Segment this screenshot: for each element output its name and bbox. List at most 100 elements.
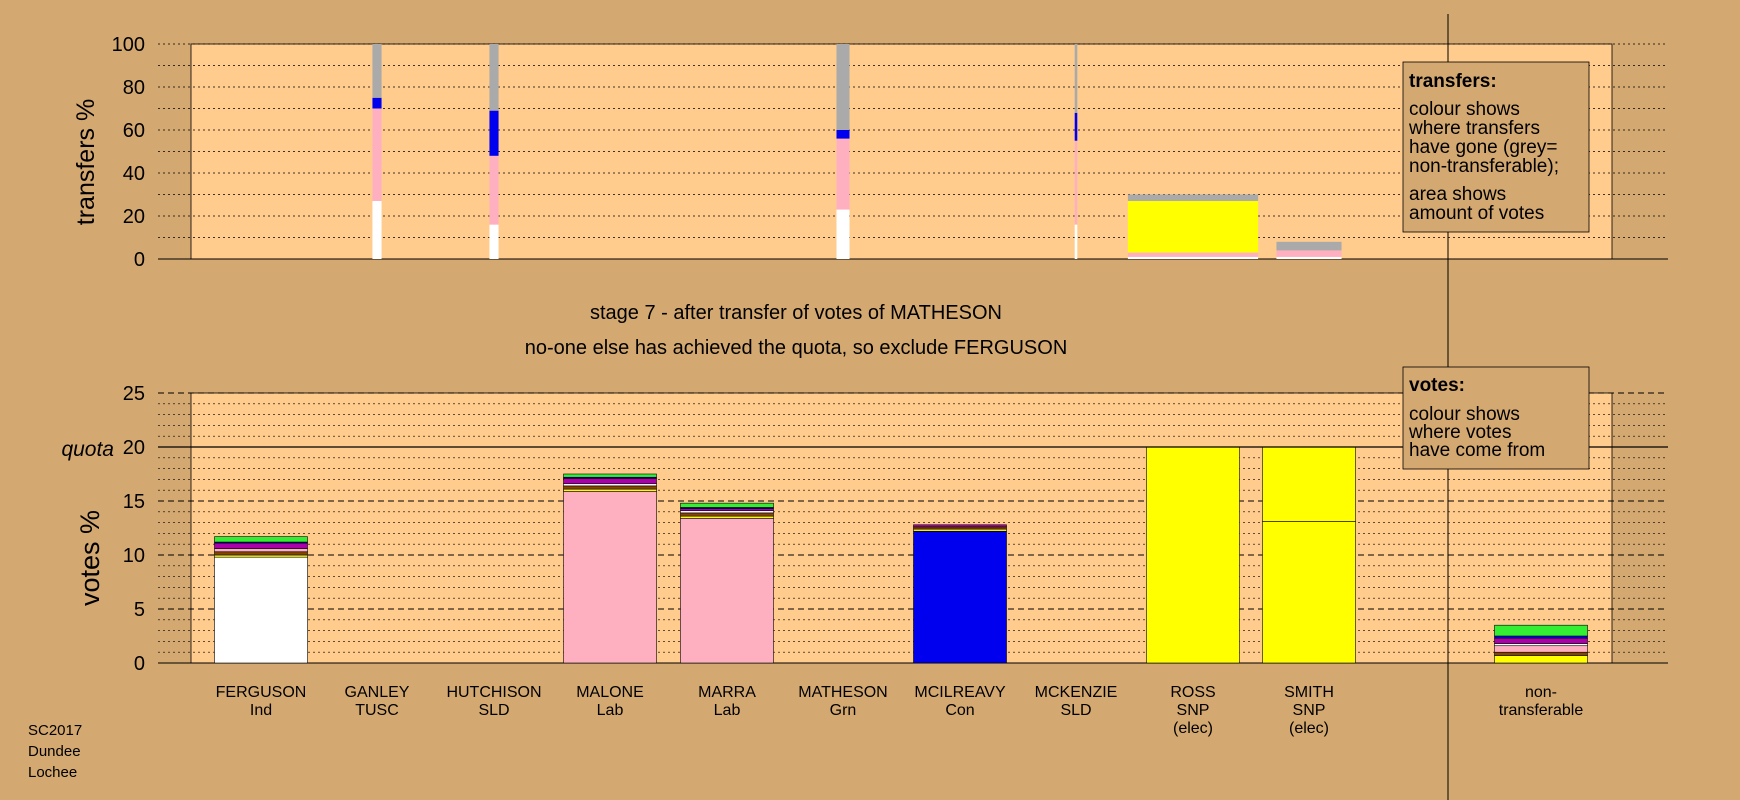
- transfer-segment-smith-lab: [1276, 250, 1342, 257]
- candidate-name-label: FERGUSON: [216, 684, 307, 701]
- footer-line3: Lochee: [28, 764, 77, 781]
- candidate-party-label: TUSC: [355, 702, 399, 719]
- candidate-party-label: Ind: [250, 702, 272, 719]
- vote-segment-ferguson-snp: [214, 554, 308, 558]
- transfer-segment-ganley-con: [372, 97, 382, 109]
- vote-segment-non-transferable-snp: [1494, 655, 1588, 664]
- vote-segment-mcilreavy-sld: [913, 524, 1007, 528]
- vote-segment-marra-snp: [680, 515, 774, 519]
- vote-segment-non-transferable-sld: [1494, 637, 1588, 644]
- votes-legend: votes: colour shows where votes have com…: [1402, 366, 1590, 470]
- transfers-y-tick-label: 20: [123, 206, 145, 228]
- vote-segment-malone-tusc: [563, 485, 657, 490]
- non-transferable-label-2: transferable: [1499, 702, 1584, 719]
- votes-legend-line2: where votes: [1408, 422, 1511, 443]
- vote-segment-malone-sld: [563, 478, 657, 485]
- vote-segment-ferguson-sld: [214, 542, 308, 549]
- vote-segment-malone-lab: [563, 490, 657, 664]
- vote-segment-ferguson-ind: [214, 556, 308, 664]
- vote-segment-smith-snp: [1262, 446, 1356, 522]
- candidate-labels: FERGUSONIndGANLEYTUSCHUTCHISONSLDMALONEL…: [216, 684, 1584, 737]
- transfer-segment-hutchison-con: [489, 110, 499, 156]
- votes-y-tick-label: 15: [123, 491, 145, 513]
- candidate-party-label: Lab: [714, 702, 741, 719]
- candidate-party-label: SLD: [1060, 702, 1091, 719]
- vote-segment-mcilreavy-con: [913, 530, 1007, 664]
- transfers-y-tick-label: 60: [123, 120, 145, 142]
- transfers-y-tick-label: 40: [123, 163, 145, 185]
- transfer-segment-smith-non-transferable: [1276, 241, 1342, 251]
- vote-segment-ferguson-lab: [214, 548, 308, 553]
- candidate-party-label: SNP: [1177, 702, 1210, 719]
- footer-line1: SC2017: [28, 722, 82, 739]
- transfers-legend-line2: where transfers: [1408, 118, 1540, 139]
- transfer-segment-ganley-non-transferable: [372, 44, 382, 98]
- transfers-legend-line6: amount of votes: [1409, 203, 1544, 224]
- candidate-name-label: MATHESON: [798, 684, 887, 701]
- candidate-name-label: MCILREAVY: [914, 684, 1006, 701]
- vote-segment-marra-lab: [680, 517, 774, 664]
- votes-y-tick-label: 20: [123, 437, 145, 459]
- candidate-party-label: SNP: [1293, 702, 1326, 719]
- transfer-segment-ross-ind: [1127, 256, 1259, 259]
- transfer-segment-mckenzie-non-transferable: [1074, 44, 1078, 113]
- transfer-segment-ross-non-transferable: [1127, 194, 1259, 201]
- votes-grid: [158, 392, 1668, 664]
- transfer-segment-ganley-ind: [372, 200, 382, 259]
- transfer-segment-mckenzie-ind: [1074, 224, 1078, 259]
- votes-bars: [158, 446, 1668, 664]
- vote-segment-non-transferable-lab: [1494, 645, 1588, 653]
- candidate-party-label: Con: [945, 702, 974, 719]
- vote-segment-ross-snp: [1146, 446, 1240, 664]
- votes-y-axis: 0 5 10 15 20 25: [123, 383, 145, 675]
- candidate-elected-label: (elec): [1289, 720, 1329, 737]
- vote-segment-ferguson-tusc: [214, 551, 308, 556]
- vote-segment-marra-tusc: [680, 512, 774, 517]
- candidate-name-label: SMITH: [1284, 684, 1334, 701]
- votes-y-tick-label: 25: [123, 383, 145, 405]
- stage-text-line2: no-one else has achieved the quota, so e…: [525, 337, 1068, 359]
- transfer-segment-hutchison-lab: [489, 155, 499, 225]
- footer-line2: Dundee: [28, 743, 81, 760]
- transfers-y-title: transfers %: [72, 99, 100, 225]
- vote-segment-ferguson-grn: [214, 536, 308, 543]
- candidate-party-label: Grn: [830, 702, 857, 719]
- transfer-segment-smith-ind: [1276, 256, 1342, 259]
- non-transferable-label-1: non-: [1525, 684, 1557, 701]
- candidate-party-label: SLD: [478, 702, 509, 719]
- transfer-segment-mckenzie-lab: [1074, 140, 1078, 225]
- transfers-legend-line3: have gone (grey=: [1409, 137, 1557, 158]
- transfers-y-axis: 0 20 40 60 80 100: [112, 34, 145, 271]
- votes-legend-title: votes:: [1409, 375, 1465, 396]
- transfers-plot-area: [190, 43, 1613, 260]
- transfers-grid: [158, 43, 1668, 260]
- transfer-segment-matheson-con: [836, 130, 850, 139]
- transfer-segment-ross-lab: [1127, 252, 1259, 257]
- transfers-legend-title: transfers:: [1409, 71, 1497, 92]
- candidate-party-label: Lab: [597, 702, 624, 719]
- vote-segment-marra-sld: [680, 508, 774, 512]
- transfers-legend-line5: area shows: [1409, 184, 1506, 205]
- vote-segment-smith-snp: [1262, 521, 1356, 664]
- transfers-y-tick-label: 80: [123, 77, 145, 99]
- candidate-elected-label: (elec): [1173, 720, 1213, 737]
- candidate-name-label: MCKENZIE: [1035, 684, 1118, 701]
- transfers-legend: transfers: colour shows where transfers …: [1402, 61, 1590, 233]
- votes-y-title: votes %: [75, 510, 105, 606]
- vote-segment-marra-ind: [680, 510, 774, 514]
- transfer-segment-hutchison-ind: [489, 224, 499, 259]
- transfer-segment-matheson-lab: [836, 138, 850, 210]
- candidate-name-label: MALONE: [576, 684, 644, 701]
- transfer-segment-mckenzie-con: [1074, 112, 1078, 141]
- transfer-segment-matheson-non-transferable: [836, 44, 850, 130]
- transfer-segment-ross-snp: [1127, 200, 1259, 253]
- transfer-segment-matheson-ind: [836, 209, 850, 259]
- stage-text-line1: stage 7 - after transfer of votes of MAT…: [590, 302, 1002, 324]
- votes-y-tick-label: 5: [134, 599, 145, 621]
- candidate-name-label: ROSS: [1170, 684, 1215, 701]
- quota-label: quota: [61, 438, 114, 461]
- candidate-name-label: HUTCHISON: [446, 684, 541, 701]
- votes-legend-line1: colour shows: [1409, 404, 1520, 425]
- votes-legend-line3: have come from: [1409, 440, 1545, 461]
- votes-y-tick-label: 10: [123, 545, 145, 567]
